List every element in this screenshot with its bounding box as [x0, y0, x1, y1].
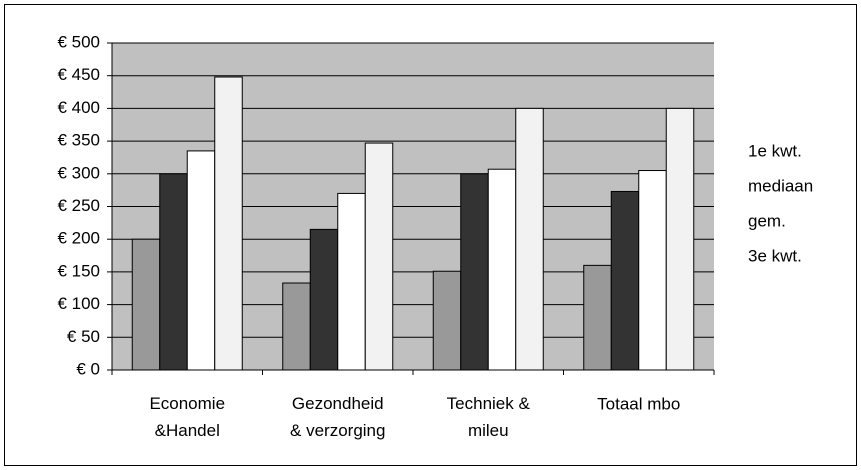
legend-label: 3e kwt.	[748, 246, 802, 265]
bar	[432, 270, 462, 371]
bar	[638, 170, 667, 371]
y-tick-label: € 50	[67, 327, 100, 346]
bar	[186, 150, 216, 371]
bar	[610, 190, 640, 371]
y-tick-label: € 500	[57, 32, 100, 51]
bar	[583, 264, 612, 371]
x-tick-label: Totaal mbo	[597, 394, 680, 413]
y-tick-label: € 450	[57, 65, 100, 84]
bar	[337, 192, 366, 371]
bar	[282, 282, 311, 371]
bar	[515, 107, 544, 371]
y-tick-label: € 100	[57, 294, 100, 313]
y-tick-label: € 350	[57, 131, 100, 150]
legend-label: 1e kwt.	[748, 141, 802, 160]
x-tick-label: Gezondheid & verzorging	[290, 394, 385, 440]
bar	[665, 107, 695, 371]
bar	[364, 142, 394, 371]
y-tick-label: € 250	[57, 196, 100, 215]
y-tick-label: € 150	[57, 261, 100, 280]
legend-label: mediaan	[748, 176, 813, 195]
y-tick-label: € 300	[57, 163, 100, 182]
bar	[214, 76, 243, 371]
bar	[131, 238, 161, 371]
y-tick-label: € 400	[57, 98, 100, 117]
bar	[487, 168, 517, 371]
y-tick-label: € 0	[76, 359, 100, 378]
bar	[309, 228, 339, 371]
x-tick-label: Economie &Handel	[149, 394, 225, 440]
bar	[159, 173, 188, 371]
x-tick-label: Techniek & mileu	[447, 394, 531, 440]
y-tick-label: € 200	[57, 229, 100, 248]
legend-label: gem.	[748, 211, 786, 230]
bar	[460, 173, 489, 371]
